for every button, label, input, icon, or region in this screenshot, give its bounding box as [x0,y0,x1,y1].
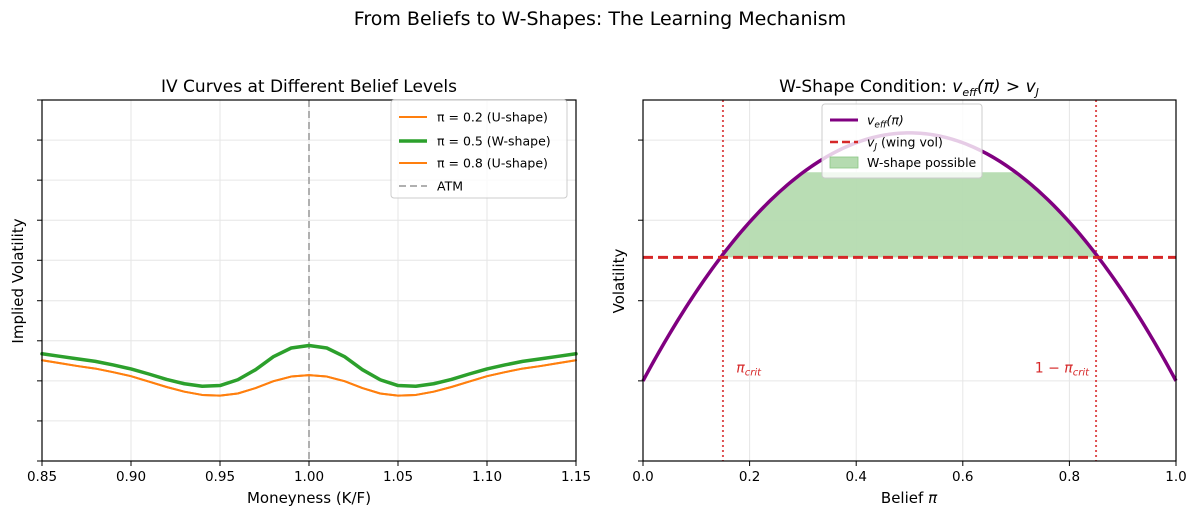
right-title-text: W-Shape Condition: [779,77,952,97]
right-title-op: > [1001,77,1026,97]
legend-label-u02: π = 0.2 (U-shape) [437,110,548,125]
x-tick-label: 1.00 [294,469,324,485]
right-chart: W-Shape Condition: veff(π) > vJ Belief π… [610,77,1187,507]
right-xlabel-text: Belief [881,489,924,507]
right-chart-ylabel: Volatility [610,248,628,313]
right-chart-xlabel: Belief π [881,489,938,507]
figure-suptitle: From Beliefs to W-Shapes: The Learning M… [354,8,846,30]
x-tick-label: 0.2 [739,469,760,485]
x-tick-label: 0.95 [205,469,235,485]
x-tick-label: 1.0 [1165,469,1186,485]
right-title-rhs: v [1026,77,1037,97]
right-chart-legend: veff(π) vJ (wing vol) W-shape possible [821,103,983,179]
x-tick-label: 1.05 [383,469,413,485]
left-chart-ylabel: Implied Volatility [9,218,27,343]
left-chart: IV Curves at Different Belief Levels Mon… [9,77,591,507]
one-minus-pi-crit-annotation: 1 − πcrit [1035,361,1090,379]
right-title-lhs-sub: eff [962,86,978,99]
legend-label-w05: π = 0.5 (W-shape) [437,134,551,149]
x-tick-label: 1.15 [561,469,591,485]
legend-label-u08: π = 0.8 (U-shape) [437,156,548,171]
right-chart-title: W-Shape Condition: veff(π) > vJ [779,77,1039,99]
legend-frame [821,103,983,179]
right-xlabel-math: π [928,489,938,507]
series-line-w05 [40,343,578,389]
x-tick-label: 0.0 [632,469,653,485]
legend-label-vj: vJ (wing vol) [867,135,943,153]
x-tick-label: 0.90 [116,469,146,485]
x-tick-label: 0.6 [952,469,973,485]
x-tick-label: 0.85 [27,469,57,485]
x-tick-label: 1.10 [472,469,502,485]
x-tick-label: 0.8 [1059,469,1080,485]
right-title-lhs: v [952,77,963,97]
left-chart-xlabel: Moneyness (K/F) [247,489,371,507]
legend-label-fill: W-shape possible [867,155,977,170]
series-line-u02 [41,359,577,397]
legend-label-atm: ATM [437,179,463,194]
right-axes-frame [642,99,1177,462]
x-tick-label: 0.4 [845,469,866,485]
right-plot-area: πcrit 1 − πcrit 0.0 0.2 0.4 0.6 0.8 1.0 [632,99,1187,485]
left-chart-legend: π = 0.2 (U-shape) π = 0.5 (W-shape) π = … [390,99,568,199]
right-title-arg: (π) [977,77,1001,97]
pi-crit-annotation: πcrit [736,361,762,379]
legend-swatch-fill [829,156,859,169]
right-title-rhs-sub: J [1034,86,1039,99]
legend-frame [390,99,568,199]
w-shape-region [722,172,1097,258]
legend-label-veff: veff(π) [867,113,904,131]
left-chart-title: IV Curves at Different Belief Levels [161,77,457,97]
